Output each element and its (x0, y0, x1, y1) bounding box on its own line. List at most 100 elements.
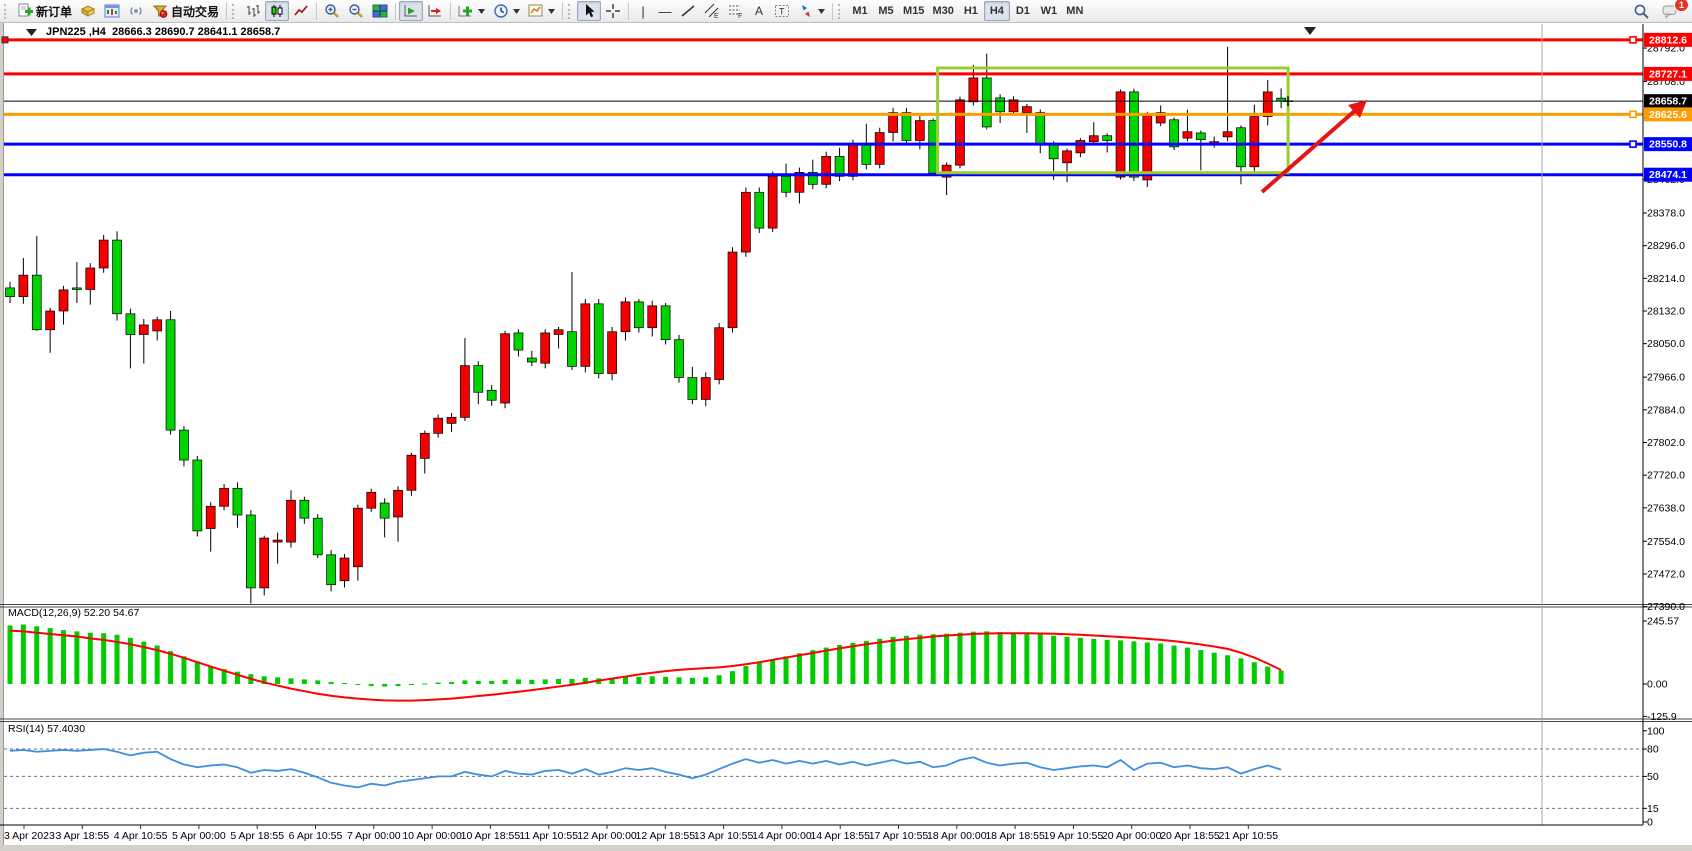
zoom-in-button[interactable] (320, 1, 344, 21)
timeframe-H4[interactable]: H4 (983, 1, 1010, 21)
candlestick-chart-button[interactable] (265, 1, 290, 21)
time-label: 4 Apr 10:55 (114, 830, 168, 842)
candle (834, 156, 845, 177)
price-tick-label: 27884.0 (1647, 404, 1685, 416)
timeframe-M30[interactable]: M30 (932, 5, 954, 17)
macd-bar (1265, 666, 1271, 684)
horizontal-line-button[interactable]: — (654, 1, 676, 21)
candle (72, 287, 82, 290)
macd-bar (542, 679, 548, 684)
price-tick-label: 27472.0 (1647, 568, 1685, 580)
macd-tick-label: -125.9 (1647, 711, 1677, 723)
text-button[interactable]: A (748, 1, 770, 21)
candle (312, 517, 323, 556)
arrows-button[interactable] (794, 1, 829, 21)
templates-button[interactable] (524, 1, 559, 21)
autotrading-icon (152, 5, 168, 18)
crosshair-icon (606, 4, 621, 18)
text-label-button[interactable]: T (770, 1, 794, 21)
clock-icon (494, 4, 508, 18)
time-label: 6 Apr 10:55 (289, 830, 343, 842)
consolidation-box-object[interactable] (936, 66, 1290, 175)
macd-bar (1198, 650, 1204, 684)
price-tick-label: 27554.0 (1647, 536, 1685, 548)
time-label: 21 Apr 10:55 (1219, 830, 1279, 842)
line-left-marker[interactable] (1, 36, 9, 44)
candle (941, 164, 952, 178)
candle (700, 377, 711, 400)
window-left-edge (0, 23, 3, 851)
macd-bar (208, 666, 214, 684)
candle (232, 487, 243, 516)
search-button[interactable] (1629, 1, 1654, 21)
macd-bar (569, 678, 575, 684)
rsi-tick-label: 100 (1647, 725, 1665, 737)
time-label: 3 Apr 2023 (4, 830, 55, 842)
macd-bar (234, 671, 240, 684)
toolbar-grip[interactable] (568, 3, 573, 19)
toolbar-grip[interactable] (232, 3, 237, 19)
chart-window-button[interactable] (100, 1, 124, 21)
new-order-button[interactable]: 新订单 (13, 1, 76, 21)
macd-bar (315, 680, 321, 684)
candle (192, 459, 203, 532)
indicators-button[interactable] (454, 1, 489, 21)
macd-bar (382, 684, 388, 687)
tile-windows-button[interactable] (368, 1, 392, 21)
chart-shift-marker (1304, 27, 1316, 35)
price-badge (1644, 94, 1692, 109)
fibonacci-button[interactable]: F (724, 1, 748, 21)
autotrading-button[interactable]: 自动交易 (148, 1, 223, 21)
chart-window-icon (104, 4, 120, 18)
cursor-button[interactable] (577, 1, 602, 21)
line-right-marker[interactable] (1629, 140, 1637, 148)
candle (486, 389, 497, 401)
rsi-indicator-label: RSI(14) 57.4030 (8, 723, 86, 735)
candle (727, 251, 738, 329)
bar-chart-button[interactable] (241, 1, 265, 21)
text-icon: A (755, 4, 764, 18)
periods-button[interactable] (489, 1, 524, 21)
signals-button[interactable] (124, 1, 148, 21)
candle (299, 499, 310, 519)
macd-bar (636, 676, 642, 684)
macd-bar (141, 641, 147, 684)
up-arrow-object[interactable] (1260, 106, 1360, 194)
line-chart-icon (294, 5, 308, 16)
timeframe-D1[interactable]: D1 (1015, 5, 1030, 17)
market-quotes-button[interactable] (76, 1, 100, 21)
macd-bar (435, 682, 441, 684)
line-right-marker[interactable] (1629, 110, 1637, 119)
new-order-icon (18, 3, 33, 17)
timeframe-M15[interactable]: M15 (903, 5, 925, 17)
trendline-button[interactable] (676, 1, 700, 21)
auto-scroll-button[interactable] (399, 1, 424, 21)
line-chart-button[interactable] (289, 1, 313, 21)
timeframe-M1[interactable]: M1 (852, 5, 868, 17)
indicators-icon (458, 6, 473, 17)
candle (874, 132, 885, 165)
price-tick-label: 28214.0 (1647, 273, 1685, 285)
crosshair-button[interactable] (601, 1, 625, 21)
toolbar-grip[interactable] (4, 3, 9, 19)
timeframe-H1[interactable]: H1 (963, 5, 978, 17)
zoom-out-button[interactable] (344, 1, 368, 21)
line-right-marker[interactable] (1629, 36, 1637, 44)
horizontal-line-icon: — (658, 3, 672, 19)
toolbar-grip[interactable] (838, 3, 843, 19)
title-dropdown-icon (26, 29, 37, 36)
timeframe-MN[interactable]: MN (1066, 5, 1084, 17)
notifications-button[interactable]: 1 (1658, 0, 1689, 21)
timeframe-W1[interactable]: W1 (1040, 5, 1058, 17)
svg-text:F: F (738, 13, 742, 19)
vertical-line-button[interactable]: | (632, 1, 654, 21)
chart-shift-button[interactable] (423, 1, 447, 21)
time-label: 12 Apr 18:55 (636, 830, 696, 842)
candle (567, 331, 577, 367)
timeframe-M5[interactable]: M5 (878, 5, 894, 17)
rsi-line (9, 748, 1282, 789)
macd-bar (74, 631, 80, 684)
equidistant-channel-button[interactable]: E (700, 1, 724, 21)
new-order-label: 新订单 (36, 4, 73, 19)
